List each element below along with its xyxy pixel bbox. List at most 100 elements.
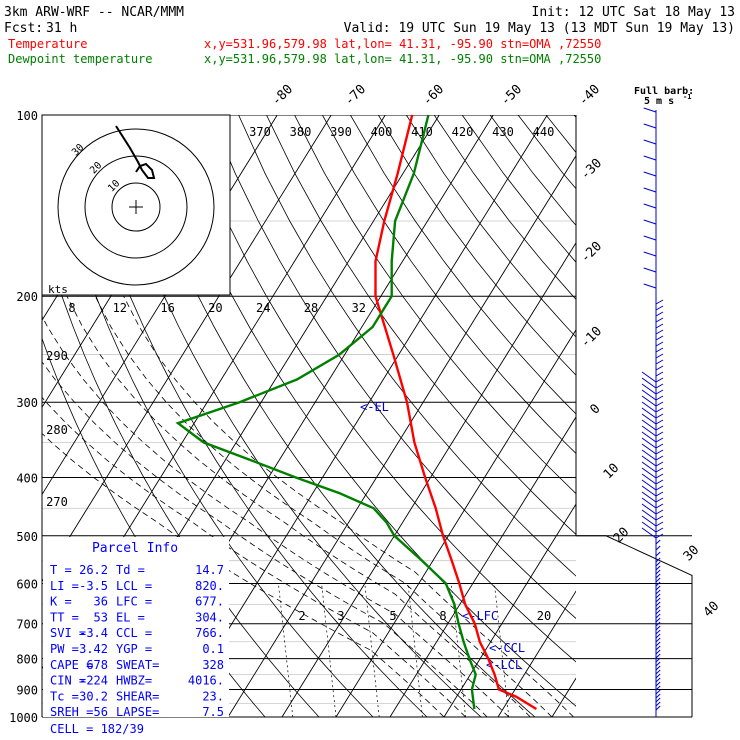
wind-barb (655, 317, 664, 323)
dry-adiabat (489, 115, 576, 226)
wind-barb (655, 299, 664, 305)
parcel-param-value: 7.5 (202, 705, 224, 719)
wind-barb-flag (641, 521, 657, 533)
isotherm-label: 30 (681, 543, 703, 565)
wind-barb (655, 693, 661, 699)
hodograph-ring (84, 155, 188, 259)
isotherm-label: -50 (498, 82, 525, 109)
moist-adiabat (42, 361, 488, 717)
wind-barb (655, 685, 661, 691)
dry-adiabat (350, 115, 576, 415)
wind-barb (655, 565, 661, 571)
parcel-param-value: 766. (195, 626, 224, 640)
parcel-param-name: SREH = (50, 705, 93, 719)
sounding-profiles (175, 114, 538, 711)
wind-barb-flag (641, 443, 657, 455)
mixing-ratio-lines (278, 583, 510, 717)
wind-barb (655, 597, 661, 603)
wind-legend-superscript: -1 (683, 93, 691, 101)
wind-barb (655, 503, 664, 509)
parcel-param-name: CIN = (50, 674, 86, 688)
level-annotation: <-EL (360, 400, 389, 414)
wind-barb-flag (641, 401, 657, 413)
wind-barb (655, 573, 661, 579)
wind-barb-flag (641, 485, 657, 497)
wind-barb-flag (641, 383, 657, 395)
theta-label: 370 (249, 125, 271, 139)
wind-legend-title: Full barb: (634, 86, 694, 97)
wind-barb-flag (641, 407, 657, 419)
wind-barb (655, 653, 661, 659)
theta-left-label: 270 (46, 495, 68, 509)
wind-barb (655, 311, 664, 317)
pressure-label: 500 (16, 530, 38, 544)
wind-barb-flag (641, 479, 657, 491)
dry-adiabat (461, 115, 576, 263)
isotherm (227, 154, 576, 717)
mixing-ratio-line (278, 583, 294, 717)
wind-barb (655, 353, 664, 359)
wind-barb (655, 437, 664, 443)
isotherm (42, 115, 332, 583)
mixing-ratio-line (407, 583, 423, 717)
moist-adiabats (42, 296, 574, 717)
wind-barb (655, 617, 661, 623)
mixing-ratio-line (494, 583, 510, 717)
wind-barb (655, 521, 664, 527)
wind-barb-flag (641, 389, 657, 401)
wind-barb (643, 235, 657, 241)
wind-barb (655, 455, 664, 461)
wind-barb (643, 171, 657, 177)
wind-barb (655, 605, 661, 611)
wind-barb-flag (641, 527, 657, 539)
pressure-label: 700 (16, 618, 38, 632)
parcel-param-value: -3.5 (79, 579, 108, 593)
wind-barb (655, 431, 664, 437)
parcel-param-value: 36 (94, 595, 108, 609)
wind-barb (655, 665, 661, 671)
wind-barb (655, 645, 661, 651)
wind-barb (655, 581, 661, 587)
pressure-label: 900 (16, 683, 38, 697)
wind-barb (655, 377, 664, 383)
isotherm (443, 503, 576, 717)
wind-barb (655, 389, 664, 395)
wind-barb-flag (641, 467, 657, 479)
parcel-param-value: 4016. (188, 674, 224, 688)
wind-barb (655, 485, 664, 491)
wind-barb-flag (641, 509, 657, 521)
isotherm-label: -20 (578, 239, 605, 266)
parcel-param-value: 23. (202, 689, 224, 703)
dry-adiabat (545, 115, 576, 154)
wind-barb (655, 577, 661, 583)
wind-barb (655, 329, 664, 335)
wind-barb (655, 561, 661, 567)
moist-adiabat (66, 296, 531, 717)
wind-barb (655, 341, 664, 347)
pressure-label: 300 (16, 396, 38, 410)
wind-barb (655, 539, 661, 545)
wind-barb (655, 491, 664, 497)
parcel-param-value: -3.4 (79, 626, 108, 640)
isotherm-label: -30 (578, 156, 605, 183)
wind-barb-flag (641, 503, 657, 515)
wind-barb (655, 509, 664, 515)
pressure-label: 800 (16, 653, 38, 667)
wind-barb (655, 401, 664, 407)
isotherm-label: 0 (587, 401, 603, 417)
theta-label: 380 (290, 125, 312, 139)
theta-left-label: 280 (46, 423, 68, 437)
valid-time: Valid: 19 UTC Sun 19 May 13 (13 MDT Sun … (344, 21, 735, 36)
theta-label: 400 (371, 125, 393, 139)
wind-barb (655, 625, 661, 631)
wind-barb (655, 545, 661, 551)
pressure-label: 1000 (9, 711, 38, 725)
wind-barb (655, 657, 661, 663)
parcel-param-name: K = (50, 595, 72, 609)
parcel-param-name: EL = (116, 610, 145, 624)
hodograph-units: kts (48, 283, 68, 296)
forecast-hours: 31 h (46, 21, 77, 36)
isotherm-label: -80 (269, 82, 296, 109)
isotherm (551, 677, 576, 717)
